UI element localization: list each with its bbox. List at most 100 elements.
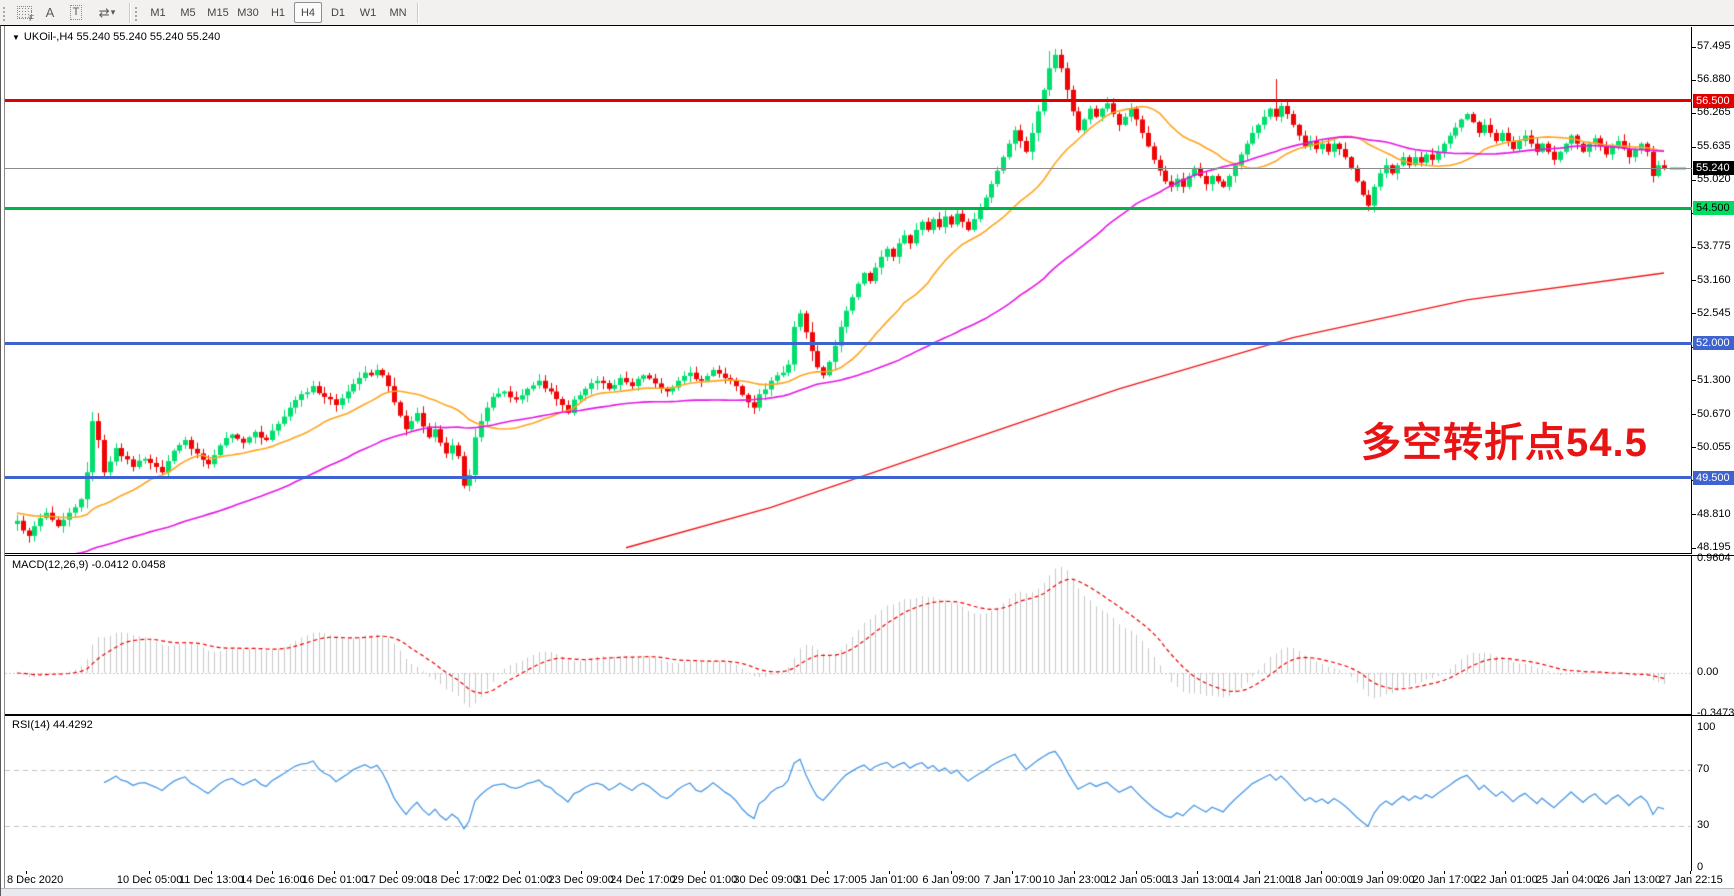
price-axis-label: 50.670 xyxy=(1697,407,1731,420)
time-axis-label: 22 Jan 01:00 xyxy=(1474,874,1538,886)
time-axis-label: 10 Jan 23:00 xyxy=(1042,874,1107,886)
time-axis-tick xyxy=(642,871,643,874)
time-axis-tick xyxy=(1321,871,1322,874)
time-axis-label: 14 Jan 21:00 xyxy=(1227,874,1292,886)
status-strip xyxy=(1,888,1734,896)
dropdown-caret-icon[interactable]: ▾ xyxy=(110,7,116,17)
line-studies-glyph: ⇄ xyxy=(98,4,110,20)
time-axis-tick xyxy=(457,871,458,874)
text-cursor-icon[interactable]: A xyxy=(37,1,63,24)
time-axis-tick xyxy=(1567,871,1568,874)
time-axis-label: 6 Jan 09:00 xyxy=(922,874,980,886)
pivot-line-54500[interactable] xyxy=(5,206,1692,210)
price-axis-label: 51.300 xyxy=(1697,373,1731,386)
symbol-dropdown-icon[interactable]: ▼ xyxy=(12,32,20,42)
time-axis-label: 12 Jan 05:00 xyxy=(1104,874,1168,886)
grid-icon-sub: F xyxy=(29,14,34,23)
time-axis-tick xyxy=(1259,871,1260,874)
time-axis-label: 22 Dec 01:00 xyxy=(486,874,553,886)
window-inner-frame xyxy=(4,26,5,888)
time-axis-tick xyxy=(951,871,952,874)
time-axis-label: 13 Jan 13:00 xyxy=(1165,874,1230,886)
price-axis-label: 55.635 xyxy=(1697,140,1731,153)
support-line-52000[interactable] xyxy=(5,341,1692,345)
toolbar: F A T ⇄ ▾ M1 M5 M15 M30 H1 H4 D1 W1 MN xyxy=(0,0,1734,26)
rsi-pane: RSI(14) 44.4292 100 70 30 0 xyxy=(5,715,1734,873)
grid-icon[interactable]: F xyxy=(11,1,37,24)
price-chart-pane: ▼ UKOil-,H4 55.240 55.240 55.240 55.240 … xyxy=(5,27,1734,554)
macd-canvas[interactable] xyxy=(5,556,1692,713)
price-badge-54.500: 54.500 xyxy=(1693,201,1734,216)
time-axis-tick xyxy=(1197,871,1198,874)
time-axis-tick xyxy=(1382,871,1383,874)
price-axis-label: 48.195 xyxy=(1697,541,1731,553)
time-axis-tick xyxy=(581,871,582,874)
resistance-line-56500[interactable] xyxy=(5,99,1692,103)
time-axis-label: 27 Jan 22:15 xyxy=(1659,874,1723,886)
time-axis-tick xyxy=(1444,871,1445,874)
toolbar-separator-2 xyxy=(417,2,418,23)
toolbar-drag-handle-2[interactable] xyxy=(134,4,139,21)
time-axis-label: 17 Dec 09:00 xyxy=(363,874,429,886)
time-axis-label: 7 Jan 17:00 xyxy=(984,874,1042,886)
price-badge-52.000: 52.000 xyxy=(1693,336,1734,351)
price-axis-label: 52.545 xyxy=(1697,306,1731,319)
price-axis-tick xyxy=(1692,313,1696,314)
timeframe-button-m1[interactable]: M1 xyxy=(150,6,166,19)
timeframe-button-w1[interactable]: W1 xyxy=(359,6,377,19)
timeframe-toolbar: M1 M5 M15 M30 H1 H4 D1 W1 MN xyxy=(143,2,413,23)
time-axis-tick xyxy=(334,871,335,874)
price-axis-tick xyxy=(1692,414,1696,415)
time-axis-tick xyxy=(1012,871,1013,874)
price-badge-56.500: 56.500 xyxy=(1693,93,1734,108)
price-axis-tick xyxy=(1692,47,1696,48)
support-line-49500[interactable] xyxy=(5,476,1692,480)
price-axis-tick xyxy=(1692,247,1696,248)
time-axis-label: 11 Dec 13:00 xyxy=(178,874,244,886)
time-axis-tick xyxy=(396,871,397,874)
timeframe-button-d1[interactable]: D1 xyxy=(330,6,346,19)
time-axis-tick xyxy=(766,871,767,874)
timeframe-button-m5[interactable]: M5 xyxy=(180,6,196,19)
price-axis-label: 53.160 xyxy=(1697,273,1731,286)
time-axis-label: 20 Jan 17:00 xyxy=(1412,874,1477,886)
price-axis-label: 56.265 xyxy=(1697,106,1731,119)
toolbar-drag-handle[interactable] xyxy=(2,4,7,21)
price-badge-49.500: 49.500 xyxy=(1693,470,1734,485)
price-axis-tick xyxy=(1692,447,1696,448)
rsi-canvas[interactable] xyxy=(5,716,1692,870)
time-axis-label: 10 Dec 05:00 xyxy=(116,874,183,886)
time-axis-tick xyxy=(1629,871,1630,874)
symbol-ohlc-text: UKOil-,H4 55.240 55.240 55.240 55.240 xyxy=(23,31,221,43)
time-axis-label: 18 Dec 17:00 xyxy=(425,874,491,886)
time-axis-label: 18 Jan 00:00 xyxy=(1289,874,1353,886)
text-label-icon[interactable]: T xyxy=(63,1,89,24)
timeframe-button-h4[interactable]: H4 xyxy=(294,2,322,23)
chart-symbol-title: ▼ UKOil-,H4 55.240 55.240 55.240 55.240 xyxy=(12,31,220,43)
chart-text-annotation[interactable]: 多空转折点54.5 xyxy=(1361,421,1648,465)
time-axis-label: 29 Dec 01:00 xyxy=(671,874,738,886)
price-axis-label: 50.055 xyxy=(1697,440,1731,453)
time-axis-tick xyxy=(272,871,273,874)
time-axis-tick xyxy=(149,871,150,874)
timeframe-button-m15[interactable]: M15 xyxy=(207,6,229,19)
macd-label: MACD(12,26,9) -0.0412 0.0458 xyxy=(12,559,166,571)
time-axis-tick xyxy=(1505,871,1506,874)
text-label-glyph: T xyxy=(69,5,83,20)
line-studies-icon[interactable]: ⇄ ▾ xyxy=(89,1,125,24)
time-axis-tick xyxy=(519,871,520,874)
rsi-axis-label: 70 xyxy=(1697,763,1710,775)
current-price-badge: 55.240 xyxy=(1693,161,1734,176)
price-chart-canvas[interactable] xyxy=(5,27,1692,553)
time-axis-label: 24 Dec 17:00 xyxy=(610,874,676,886)
timeframe-button-m30[interactable]: M30 xyxy=(237,6,259,19)
timeframe-button-mn[interactable]: MN xyxy=(389,6,407,19)
price-axis-label: 57.495 xyxy=(1697,40,1731,52)
price-axis-tick xyxy=(1692,80,1696,81)
time-axis-label: 5 Jan 01:00 xyxy=(860,874,919,886)
time-axis-tick xyxy=(1136,871,1137,874)
timeframe-button-h1[interactable]: H1 xyxy=(270,6,286,19)
time-axis-tick xyxy=(1690,871,1691,874)
time-axis-label: 23 Dec 09:00 xyxy=(548,874,614,886)
